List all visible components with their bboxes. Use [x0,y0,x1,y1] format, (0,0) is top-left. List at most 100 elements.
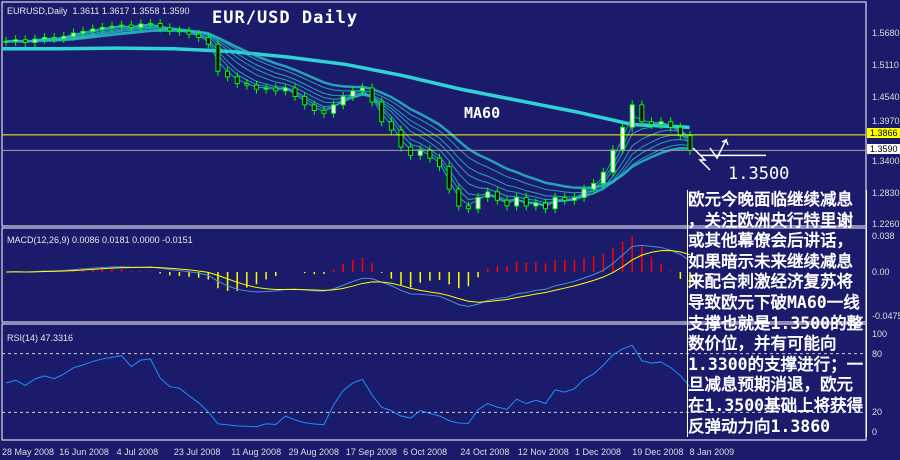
candle-body [437,157,443,168]
rsi-header: RSI(14) 47.3316 [7,333,74,343]
candle-body [350,90,356,97]
note-line: 数价位，并有可能向 [688,334,837,354]
note-line: 在1.3500基础上将获得 [688,395,864,415]
note-line: 旦减息预期消退，欧元 [688,375,853,395]
rsi-axis-tick: 0 [872,427,878,437]
ma60-label: MA60 [464,104,501,122]
candle-body [42,36,48,40]
candle-body [13,39,19,42]
candle-body [32,38,38,44]
note-line: 如果暗示未来继续减息 [688,251,853,271]
candle-body [90,28,96,32]
candle-body [282,87,288,92]
candle-body [552,196,558,210]
candle-body [148,22,154,25]
candle-body [610,149,616,173]
macd-axis-tick: 0.038 [872,231,895,241]
candle-body [591,182,597,190]
price-axis-tick: 1.4540 [872,91,900,102]
candle-body [321,109,327,114]
candle-body [542,202,548,210]
date-axis-tick: 19 Dec 2008 [632,447,684,457]
note-line: 支撑也就是1.3500的整 [688,313,864,333]
candle-body [292,87,298,97]
price-header: EURUSD,Daily 1.3611 1.3617 1.3558 1.3590 [7,6,189,17]
candle-body [417,149,423,156]
note-line: ，关注欧洲央行特里谢 [688,210,853,230]
date-axis-tick: 16 Jun 2008 [59,447,109,457]
candle-body [388,121,394,131]
ma-fan-line [5,27,691,198]
candle-body [157,22,163,29]
macd-main-line [5,244,691,308]
ma-fan-line [5,28,691,194]
candle-body [533,202,539,207]
candle-body [205,36,211,45]
candle-body [22,39,28,44]
candle-body [456,188,462,207]
date-axis-tick: 24 Oct 2008 [460,447,510,457]
chart-title: EUR/USD Daily [212,8,359,28]
candle-body [234,76,240,85]
candle-body [379,101,385,123]
analysis-note: 欧元今晚面临继续减息 ，关注欧洲央行特里谢 或其他幕僚会后讲话， 如果暗示未来继续减息… [687,190,867,438]
candle-body [629,104,635,128]
date-axis-tick: 8 Jan 2009 [689,447,735,457]
candle-body [331,104,337,114]
candle-body [475,196,481,210]
candle-body [119,24,125,27]
candle-body [514,196,520,207]
candle-body [340,95,346,106]
candle-body [311,104,317,111]
rsi-axis-tick: 20 [872,407,883,418]
price-axis-tick: 1.2830 [872,187,900,198]
note-line: 欧元今晚面临继续减息 [688,190,853,209]
candle-body [446,166,452,190]
candle-body [648,121,654,126]
ma-fan-line [5,29,691,190]
candle-body [70,32,76,37]
candle-body [167,27,173,32]
candle-body [273,87,279,92]
candle-body [186,30,192,35]
candle-body [677,126,683,137]
up-arrow-icon [709,138,729,160]
candle-body [244,83,250,86]
price-axis-tick: 1.5680 [872,28,900,38]
date-axis-tick: 11 Aug 2008 [231,447,282,457]
candle-body [408,146,414,156]
support-level-label: 1.3500 [728,164,790,184]
date-axis-tick: 23 Jul 2008 [173,447,221,457]
candle-body [581,188,587,198]
candle-body [3,40,9,43]
down-arrow-icon [692,147,711,171]
candle-body [398,129,404,148]
candle-body [427,149,433,159]
candle-body [253,84,259,90]
candle-body [504,199,510,207]
macd-header: MACD(12,26,9) 0.0086 0.0181 0.0000 -0.01… [7,235,193,245]
candle-body [658,121,664,126]
price-panel [1,1,867,227]
price-axis-tick: 1.3970 [872,116,900,126]
macd-axis-tick: 0.00 [872,267,890,277]
candle-body [494,191,500,201]
candle-body [51,36,57,40]
candle-body [263,87,269,90]
candle-body [128,24,134,28]
date-axis-tick: 4 Jul 2008 [116,447,159,457]
current-price-tag: 1.3590 [867,144,900,154]
candle-body [465,205,471,210]
candle-body [687,135,693,151]
candle-body [369,87,375,103]
date-axis-tick: 29 Aug 2008 [288,447,340,457]
rsi-line [5,344,691,428]
note-line: 或其他幕僚会后讲话， [688,231,853,251]
date-axis-tick: 1 Dec 2008 [575,447,622,457]
rsi-axis-tick: 100 [872,329,888,339]
candle-body [600,171,606,184]
note-line: 1.3300的支撑进行；一 [688,354,864,374]
candle-body [176,30,182,33]
